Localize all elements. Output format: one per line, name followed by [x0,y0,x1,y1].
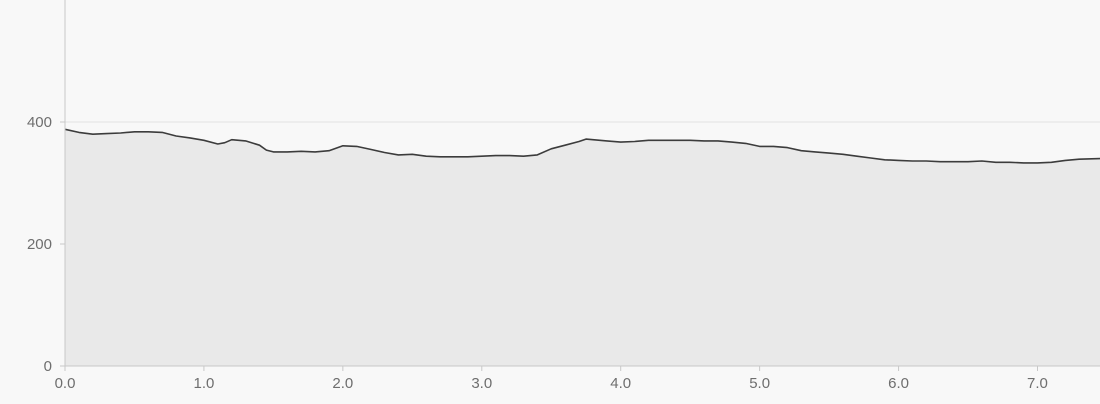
axes [64,0,1100,367]
y-axis-ticks: 0 200 400 [27,114,65,375]
x-tick-label: 4.0 [610,375,631,392]
x-tick-label: 1.0 [193,375,214,392]
series-line [64,128,1100,164]
area-series [64,128,1100,366]
x-tick-label: 3.0 [471,375,492,392]
x-tick-label: 7.0 [1027,375,1048,392]
y-tick-label: 0 [44,358,52,375]
x-tick-label: 2.0 [332,375,353,392]
x-axis-ticks: 0.0 1.0 2.0 3.0 4.0 5.0 6.0 7.0 [55,366,1048,392]
x-tick-label: 6.0 [888,375,909,392]
x-tick-label: 5.0 [749,375,770,392]
x-tick-label: 0.0 [55,375,76,392]
y-tick-label: 200 [27,236,52,253]
y-tick-label: 400 [27,114,52,131]
area-fill [65,129,1100,366]
